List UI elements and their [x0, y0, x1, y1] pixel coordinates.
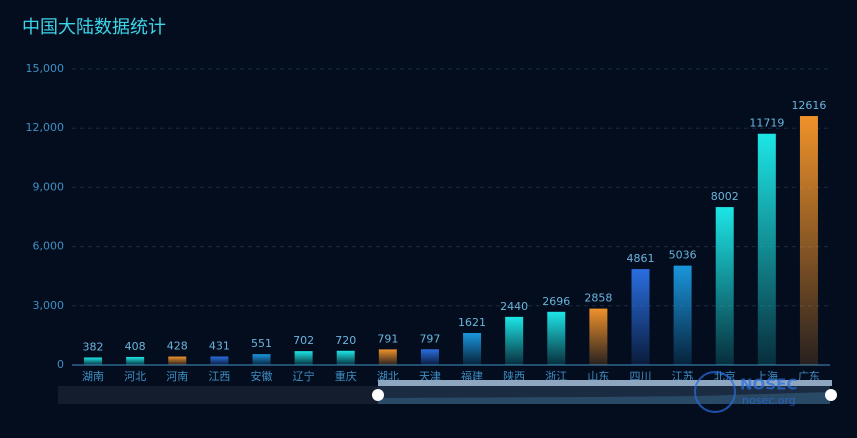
bar	[673, 265, 692, 365]
value-label: 797	[419, 332, 440, 345]
y-tick-label: 0	[57, 358, 64, 371]
y-tick-label: 15,000	[26, 62, 65, 75]
x-tick-label: 浙江	[545, 370, 567, 383]
zoom-preview	[378, 392, 830, 404]
y-tick-label: 3,000	[33, 299, 65, 312]
x-tick-label: 安徽	[251, 369, 273, 383]
value-label: 720	[335, 334, 356, 347]
x-tick-label: 江苏	[672, 370, 694, 383]
value-label: 4861	[627, 252, 655, 265]
x-tick-label: 河南	[166, 370, 188, 383]
value-label: 5036	[669, 249, 697, 262]
chart-title: 中国大陆数据统计	[22, 17, 166, 38]
x-tick-label: 湖南	[82, 370, 104, 383]
bar	[757, 133, 776, 365]
x-tick-label: 湖北	[377, 370, 399, 383]
bar	[463, 333, 482, 365]
bar	[715, 207, 734, 365]
bar	[126, 356, 145, 365]
x-tick-label: 辽宁	[293, 369, 315, 383]
value-label: 431	[209, 339, 230, 352]
bar	[505, 316, 524, 365]
zoom-handle-right[interactable]	[825, 389, 837, 401]
x-tick-label: 福建	[461, 369, 483, 383]
bar	[336, 350, 355, 365]
bar	[631, 269, 650, 365]
x-tick-label: 广东	[798, 370, 820, 383]
bar	[210, 356, 229, 365]
zoom-bar[interactable]	[378, 380, 832, 386]
bar	[589, 308, 608, 365]
y-tick-label: 12,000	[26, 121, 65, 134]
zoom-handle-left[interactable]	[372, 389, 384, 401]
x-tick-label: 河北	[124, 370, 146, 383]
x-tick-label: 重庆	[335, 369, 357, 383]
bar	[294, 351, 313, 365]
x-tick-label: 天津	[419, 370, 441, 383]
y-tick-label: 6,000	[33, 240, 65, 253]
value-label: 791	[377, 332, 398, 345]
x-tick-label: 四川	[630, 370, 652, 383]
bar	[252, 354, 271, 365]
watermark-text: NOSEC	[740, 376, 797, 394]
value-label: 2696	[542, 295, 570, 308]
value-label: 408	[125, 340, 146, 353]
value-label: 382	[83, 340, 104, 353]
bar	[799, 116, 818, 365]
bar	[84, 357, 103, 365]
value-label: 551	[251, 337, 272, 350]
x-tick-label: 山东	[587, 370, 609, 383]
value-label: 428	[167, 340, 188, 353]
watermark-url: nosec.org	[742, 394, 796, 407]
value-label: 8002	[711, 190, 739, 203]
value-label: 702	[293, 334, 314, 347]
x-tick-label: 陕西	[503, 369, 525, 383]
value-label: 1621	[458, 316, 486, 329]
bar	[547, 311, 566, 365]
watermark-logo	[694, 371, 736, 413]
y-tick-label: 9,000	[33, 180, 65, 193]
bar	[378, 349, 397, 365]
x-tick-label: 上海	[756, 369, 778, 383]
value-label: 11719	[749, 117, 784, 130]
value-label: 2858	[584, 292, 612, 305]
x-tick-label: 江西	[208, 370, 230, 383]
value-label: 12616	[791, 99, 826, 112]
value-label: 2440	[500, 300, 528, 313]
bar	[420, 349, 439, 365]
bar	[168, 356, 187, 365]
